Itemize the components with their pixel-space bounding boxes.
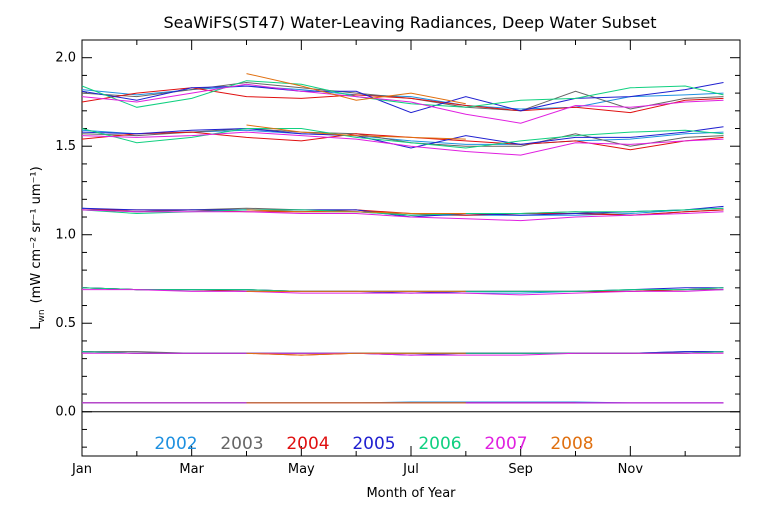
x-axis-label: Month of Year bbox=[366, 486, 456, 501]
series-line-2007-4 bbox=[82, 352, 724, 356]
chart-title: SeaWiFS(ST47) Water-Leaving Radiances, D… bbox=[163, 13, 656, 32]
x-tick-label: Jul bbox=[402, 462, 419, 477]
series-line-2005-3 bbox=[81, 287, 724, 294]
x-tick-label: Jan bbox=[71, 462, 92, 477]
y-axis-label: Lwn (mW cm⁻² sr⁻¹ um⁻¹) bbox=[29, 166, 47, 329]
legend-item-2007: 2007 bbox=[484, 434, 527, 454]
legend-item-2005: 2005 bbox=[352, 434, 395, 454]
y-tick-label: 0.0 bbox=[55, 405, 76, 420]
y-axis-label-main: L bbox=[29, 322, 44, 330]
series-line-2006-0 bbox=[81, 80, 724, 108]
legend-item-2006: 2006 bbox=[418, 434, 461, 454]
x-tick-label: Sep bbox=[508, 462, 533, 477]
series-line-2008-2 bbox=[246, 209, 466, 214]
legend-item-2003: 2003 bbox=[220, 434, 263, 454]
y-axis-label-units: (mW cm⁻² sr⁻¹ um⁻¹) bbox=[29, 166, 44, 303]
series-line-2006-1 bbox=[81, 128, 724, 149]
axis-ticks: 0.0 0.5 1.0 1.5 2.0 Jan Mar May Jul Sep Nov bbox=[55, 39, 741, 477]
series-line-2007-0 bbox=[81, 83, 724, 124]
series-line-2005-1 bbox=[81, 126, 724, 149]
legend-item-2002: 2002 bbox=[154, 434, 197, 454]
y-tick-label: 1.0 bbox=[55, 228, 76, 243]
series-line-2007-2 bbox=[81, 209, 724, 222]
legend-item-2004: 2004 bbox=[286, 434, 329, 454]
series-line-2008-4 bbox=[246, 352, 466, 356]
series-line-2007-3 bbox=[82, 289, 724, 296]
series-layer bbox=[81, 73, 724, 404]
series-line-2005-0 bbox=[81, 82, 724, 114]
x-tick-label: Mar bbox=[179, 462, 204, 477]
series-line-2002-3 bbox=[81, 287, 724, 294]
series-line-2007-1 bbox=[81, 131, 724, 156]
x-tick-label: May bbox=[288, 462, 315, 477]
y-axis-label-sub: wn bbox=[37, 309, 47, 322]
y-tick-label: 1.5 bbox=[55, 139, 76, 154]
legend-item-2008: 2008 bbox=[550, 434, 593, 454]
y-tick-label: 2.0 bbox=[55, 51, 76, 66]
legend: 2002 2003 2004 2005 2006 2007 2008 bbox=[154, 434, 593, 454]
series-line-2008-0 bbox=[246, 73, 466, 105]
series-line-2008-1 bbox=[246, 124, 466, 140]
x-tick-label: Nov bbox=[618, 462, 644, 477]
y-tick-label: 0.5 bbox=[55, 316, 76, 331]
